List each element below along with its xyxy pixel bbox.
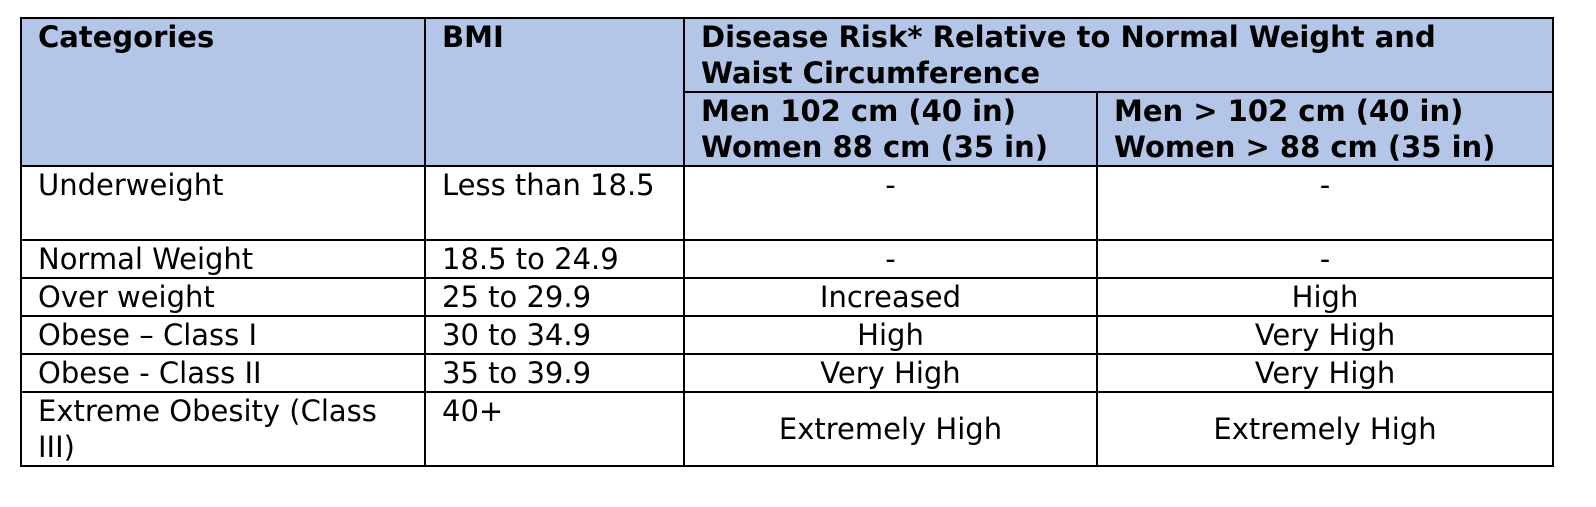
header-subrow: Men 102 cm (40 in) Women 88 cm (35 in) M… <box>21 91 1555 167</box>
cell-category: Normal Weight <box>20 239 426 279</box>
cell-category: Extreme Obesity (Class III) <box>20 391 426 467</box>
cell-risk-low: Increased <box>683 277 1098 317</box>
table-row-extreme-obesity: Extreme Obesity (Class III) 40+ Extremel… <box>20 391 1555 467</box>
cell-risk-high: Very High <box>1095 353 1555 393</box>
header-waist-low-women: Women 88 cm (35 in) <box>701 130 1049 164</box>
bmi-disease-risk-table: Categories BMI Disease Risk* Relative to… <box>20 17 1555 467</box>
cell-bmi: 40+ <box>424 391 685 467</box>
header-row: Categories BMI Disease Risk* Relative to… <box>20 17 1555 167</box>
cell-category: Obese - Class II <box>20 353 426 393</box>
cell-risk-low: - <box>683 239 1098 279</box>
cell-bmi: 25 to 29.9 <box>424 277 685 317</box>
cell-risk-high: High <box>1095 277 1555 317</box>
header-waist-high-women: Women > 88 cm (35 in) <box>1114 130 1496 164</box>
cell-risk-high: Extremely High <box>1095 391 1555 467</box>
cell-risk-high: Very High <box>1095 315 1555 355</box>
cell-risk-low: High <box>683 315 1098 355</box>
cell-risk-high: - <box>1095 165 1555 241</box>
cell-bmi: 18.5 to 24.9 <box>424 239 685 279</box>
cell-category: Over weight <box>20 277 426 317</box>
cell-category: Underweight <box>20 165 426 241</box>
header-bmi: BMI <box>424 17 685 167</box>
cell-bmi: 35 to 39.9 <box>424 353 685 393</box>
cell-risk-high: - <box>1095 239 1555 279</box>
table-row-obese-class-1: Obese – Class I 30 to 34.9 High Very Hig… <box>20 315 1555 355</box>
cell-bmi: 30 to 34.9 <box>424 315 685 355</box>
header-categories: Categories <box>20 17 426 167</box>
table-row-underweight: Underweight Less than 18.5 - - <box>20 165 1555 241</box>
cell-bmi: Less than 18.5 <box>424 165 685 241</box>
header-waist-low-men: Men 102 cm (40 in) <box>701 94 1016 128</box>
header-waist-low: Men 102 cm (40 in) Women 88 cm (35 in) <box>683 91 1098 167</box>
header-waist-high: Men > 102 cm (40 in) Women > 88 cm (35 i… <box>1095 91 1555 167</box>
cell-category: Obese – Class I <box>20 315 426 355</box>
cell-risk-low: - <box>683 165 1098 241</box>
table-row-obese-class-2: Obese - Class II 35 to 39.9 Very High Ve… <box>20 353 1555 393</box>
header-waist-high-men: Men > 102 cm (40 in) <box>1114 94 1464 128</box>
cell-risk-low: Extremely High <box>683 391 1098 467</box>
cell-risk-low: Very High <box>683 353 1098 393</box>
table-row-normal-weight: Normal Weight 18.5 to 24.9 - - <box>20 239 1555 279</box>
table-row-overweight: Over weight 25 to 29.9 Increased High <box>20 277 1555 317</box>
header-disease-risk: Disease Risk* Relative to Normal Weight … <box>682 17 1555 93</box>
